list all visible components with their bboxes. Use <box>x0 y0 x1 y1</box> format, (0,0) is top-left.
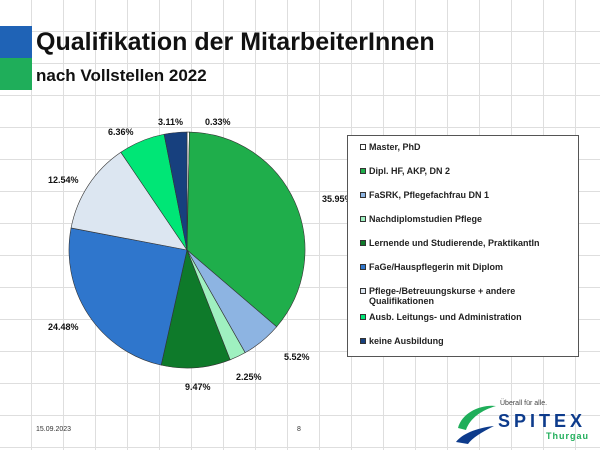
spitex-logo: Überall für alle. SPITEX Thurgau <box>452 398 592 446</box>
pie-data-label: 24.48% <box>48 322 79 332</box>
legend-swatch <box>360 288 366 294</box>
legend-item: Nachdiplomstudien Pflege <box>360 214 572 224</box>
pie-data-label: 5.52% <box>284 352 310 362</box>
footer-date: 15.09.2023 <box>36 426 72 433</box>
legend-label: Ausb. Leitungs- und Administration <box>369 312 522 322</box>
legend-swatch <box>360 192 366 198</box>
legend-swatch <box>360 314 366 320</box>
legend-label: Master, PhD <box>369 142 421 152</box>
legend-item: Ausb. Leitungs- und Administration <box>360 312 572 322</box>
pie-slice <box>186 131 306 328</box>
pie-data-label: 0.33% <box>205 117 231 127</box>
pie-data-label: 2.25% <box>236 372 262 382</box>
logo-region: Thurgau <box>546 431 589 441</box>
pie-data-label: 6.36% <box>108 127 134 137</box>
accent-band-green <box>0 58 32 90</box>
legend-swatch <box>360 240 366 246</box>
legend-label: Lernende und Studierende, PraktikantIn <box>369 238 540 248</box>
footer-page-number: 8 <box>297 426 301 433</box>
logo-tagline: Überall für alle. <box>500 400 548 407</box>
pie-data-label: 12.54% <box>48 175 79 185</box>
pie-slice <box>163 131 188 251</box>
logo-brand: SPITEX <box>498 411 587 431</box>
pie-slice <box>68 227 188 366</box>
legend-label: FaSRK, Pflegefachfrau DN 1 <box>369 190 490 200</box>
legend-label: FaGe/Hauspflegerin mit Diplom <box>369 262 504 272</box>
legend-swatch <box>360 144 366 150</box>
legend-item: FaSRK, Pflegefachfrau DN 1 <box>360 190 572 200</box>
legend-item: keine Ausbildung <box>360 336 572 346</box>
legend-swatch <box>360 216 366 222</box>
chart-legend: Master, PhD Dipl. HF, AKP, DN 2 FaSRK, Pfl… <box>347 135 579 357</box>
legend-swatch <box>360 338 366 344</box>
pie-data-label: 3.11% <box>158 117 183 127</box>
legend-label: Nachdiplomstudien Pflege <box>369 214 483 224</box>
slide-title: Qualifikation der MitarbeiterInnen <box>36 28 435 56</box>
accent-band-blue <box>0 26 32 58</box>
legend-item: Master, PhD <box>360 142 572 152</box>
pie-data-label: 9.47% <box>185 382 211 392</box>
legend-label: Dipl. HF, AKP, DN 2 <box>369 166 451 176</box>
legend-swatch <box>360 168 366 174</box>
legend-label: Pflege-/Betreuungskurse + andere Qualifi… <box>369 286 516 306</box>
legend-swatch <box>360 264 366 270</box>
legend-label: keine Ausbildung <box>369 336 444 346</box>
spitex-swoosh-icon <box>456 405 496 444</box>
legend-item: FaGe/Hauspflegerin mit Diplom <box>360 262 572 272</box>
slide-subtitle: nach Vollstellen 2022 <box>36 66 207 85</box>
pie-data-label: 35.95% <box>322 194 353 204</box>
legend-item: Dipl. HF, AKP, DN 2 <box>360 166 572 176</box>
legend-item: Lernende und Studierende, PraktikantIn <box>360 238 572 248</box>
pie-slice <box>70 151 188 251</box>
legend-item: Pflege-/Betreuungskurse + andere Qualifi… <box>360 286 572 306</box>
